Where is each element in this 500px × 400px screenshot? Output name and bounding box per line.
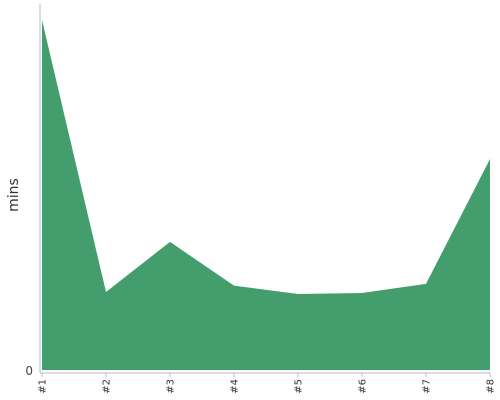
y-axis-ticks: 0 <box>25 364 33 378</box>
x-tick-label: #3 <box>166 379 177 394</box>
x-axis-ticks: #1 #2 #3 #4 #5 #6 #7 #8 <box>38 373 497 394</box>
plot-area: #1 #2 #3 #4 #5 #6 #7 #8 0 <box>25 4 497 394</box>
x-tick-label: #4 <box>230 379 241 394</box>
series-layer <box>41 19 491 370</box>
y-axis-title: mins <box>6 178 22 212</box>
x-tick-label: #5 <box>294 379 305 394</box>
x-tick-label: #8 <box>486 379 497 394</box>
x-tick-label: #1 <box>38 379 49 394</box>
x-tick-label: #6 <box>358 379 369 394</box>
x-tick-label: #2 <box>102 379 113 394</box>
area-series-1 <box>42 20 490 370</box>
x-tick-label: #7 <box>422 379 433 394</box>
y-tick-label: 0 <box>25 364 33 378</box>
